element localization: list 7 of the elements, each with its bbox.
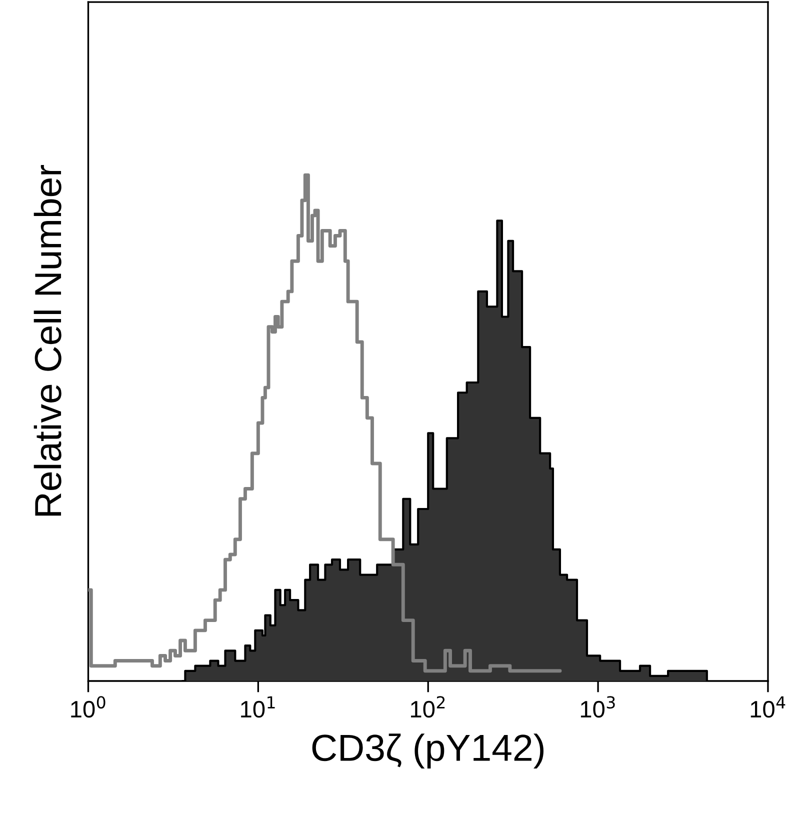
x-tick-label: 10$^{4}$ (750, 696, 786, 718)
x-tick-label: 10$^{0}$ (71, 696, 106, 718)
x-tick-label: 10$^{3}$ (580, 696, 615, 718)
y-axis-title: Relative Cell Number (34, 165, 62, 516)
x-tick-label: 10$^{1}$ (241, 696, 275, 718)
x-axis-title: CD3ζ (pY142) (312, 734, 544, 769)
x-tick-label: 10$^{2}$ (411, 696, 445, 718)
